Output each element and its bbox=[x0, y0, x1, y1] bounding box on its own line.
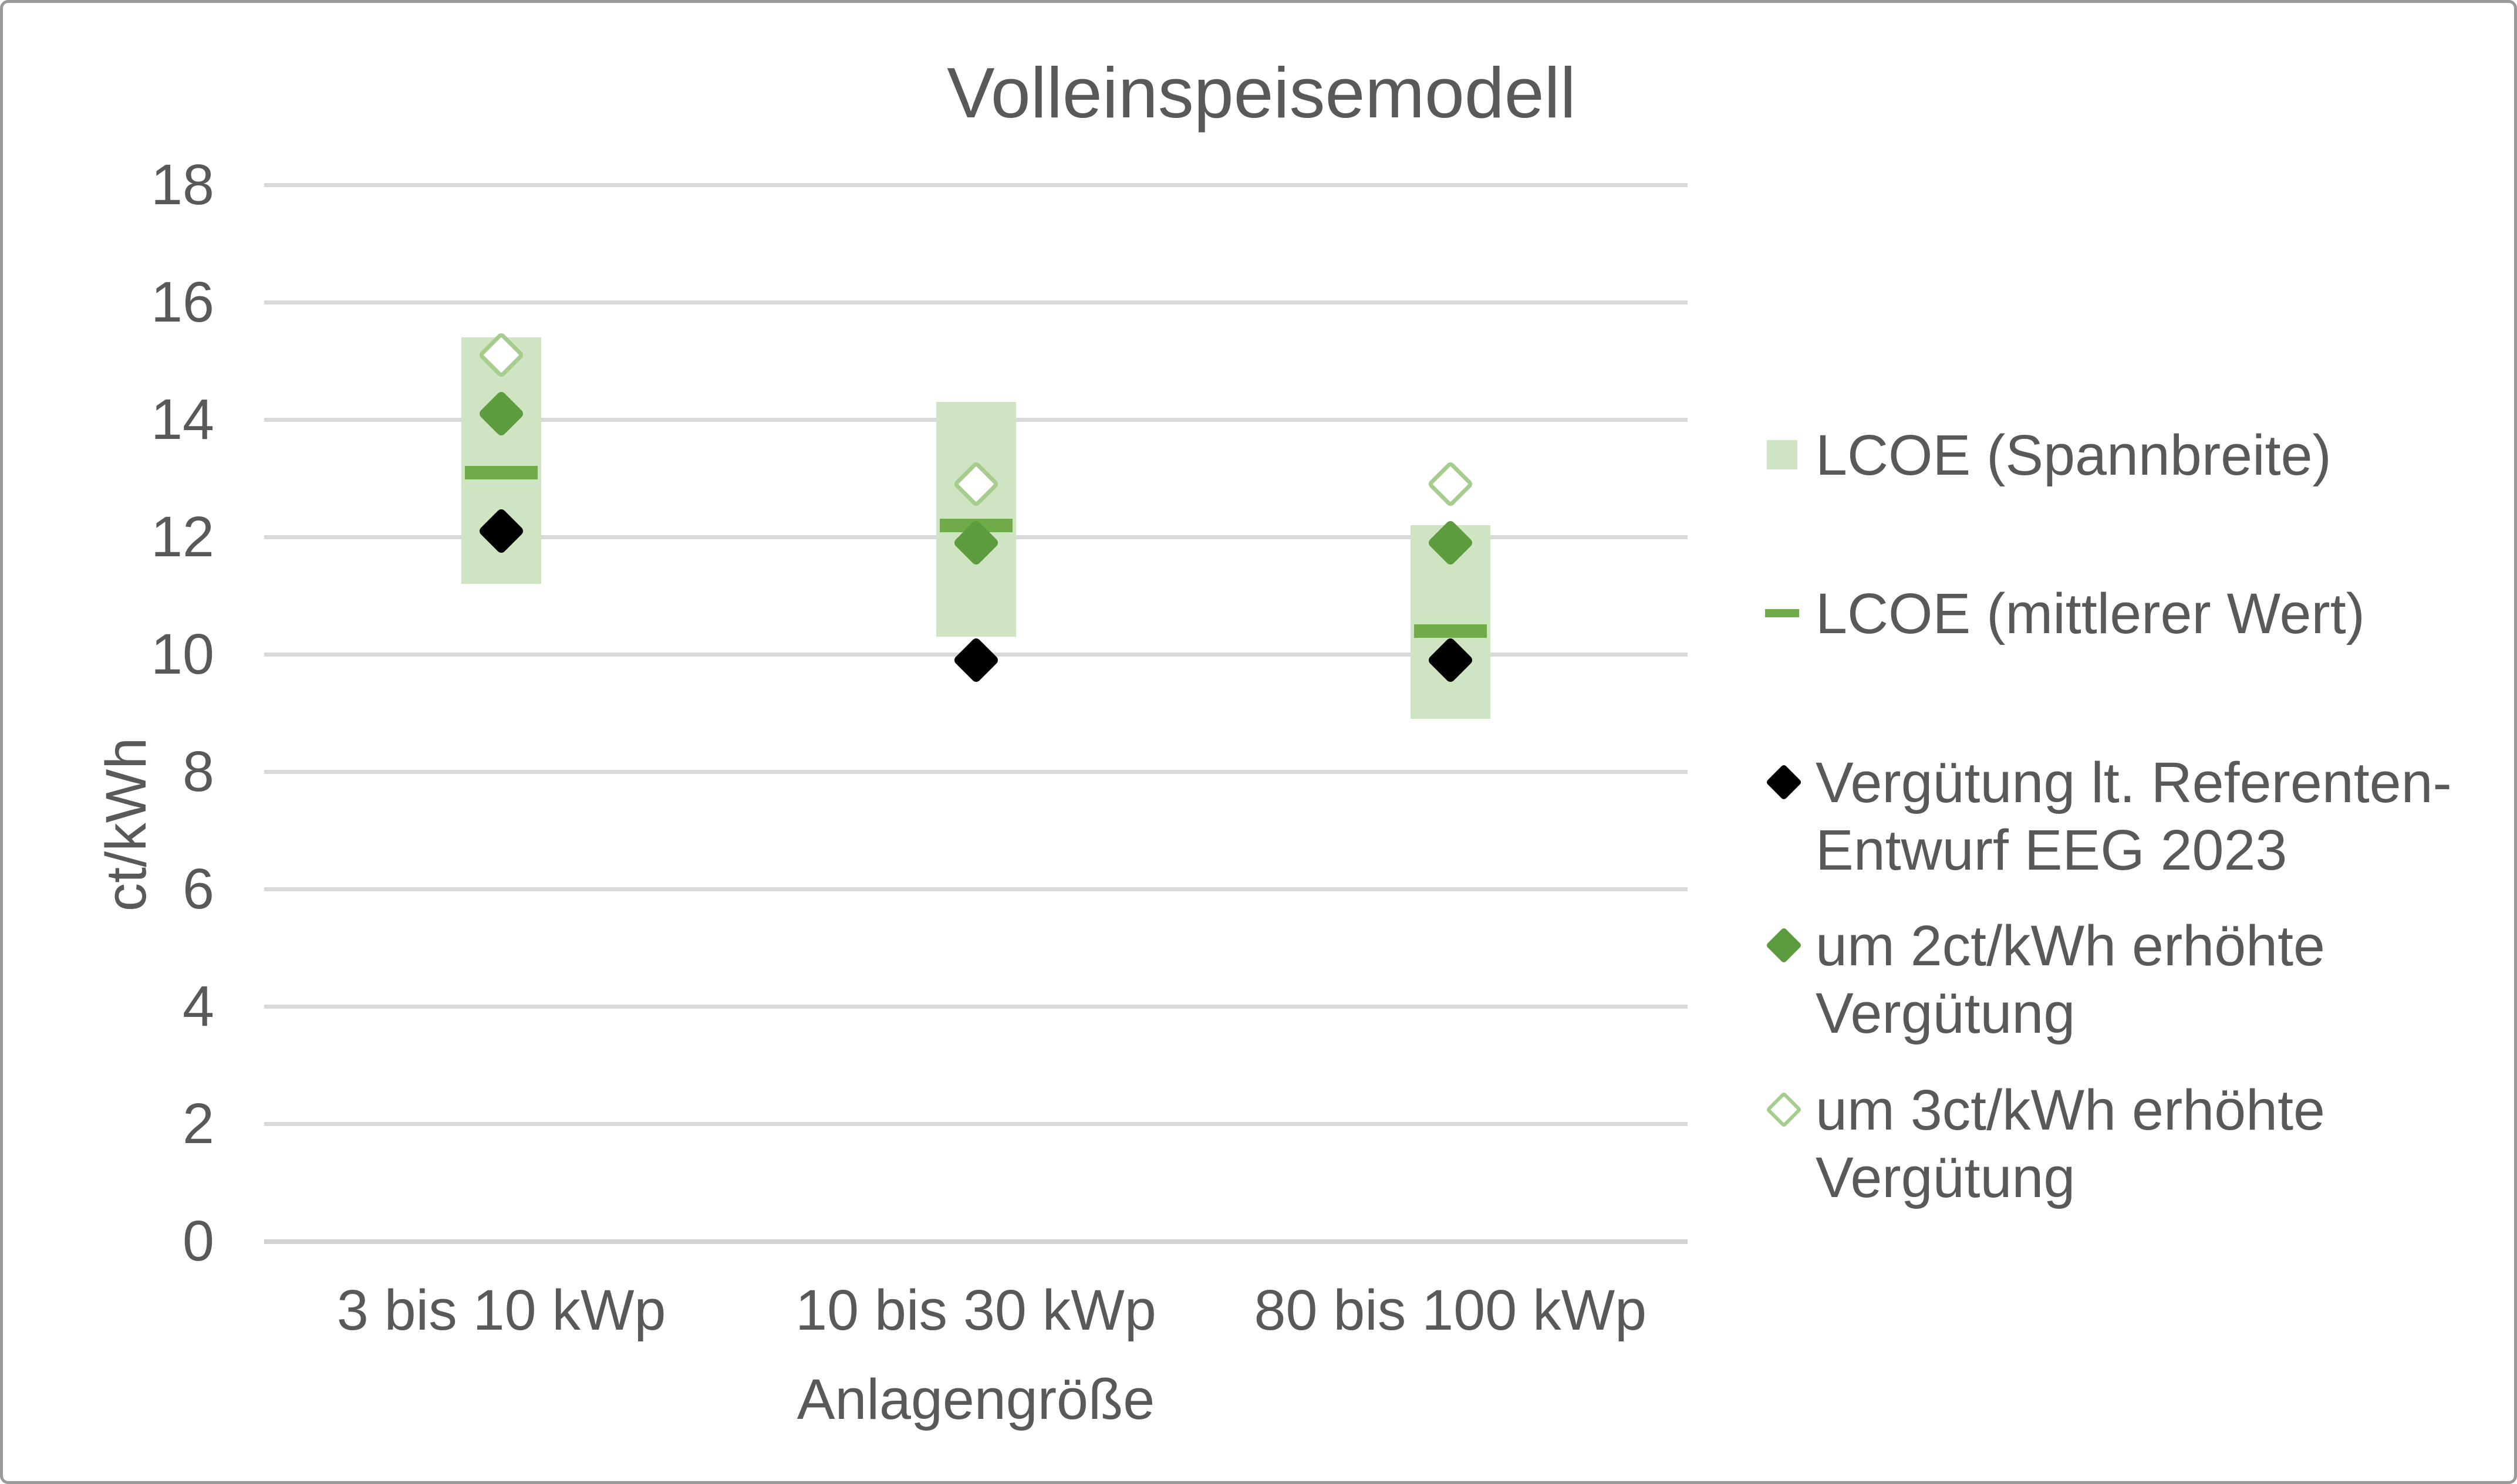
y-tick-label: 10 bbox=[151, 622, 214, 686]
gridline-6 bbox=[264, 887, 1688, 891]
legend-diamond-green-icon bbox=[1765, 927, 1803, 964]
legend-label-lcoe-range: LCOE (Spannbreite) bbox=[1816, 422, 2332, 487]
y-tick-label: 4 bbox=[183, 974, 214, 1038]
lcoe-mean-dash bbox=[1413, 624, 1487, 638]
legend-label-verguetung: Vergütung lt. Referenten- Entwurf EEG 20… bbox=[1816, 750, 2452, 882]
legend-diamond-black-icon bbox=[1765, 763, 1803, 801]
legend-diamond-outline-icon bbox=[1765, 1091, 1803, 1128]
y-tick-label: 0 bbox=[183, 1209, 214, 1273]
y-tick-label: 12 bbox=[151, 505, 214, 569]
x-tick-label: 10 bis 30 kWp bbox=[795, 1278, 1156, 1342]
legend-square-icon bbox=[1767, 440, 1797, 469]
x-tick-label: 3 bis 10 kWp bbox=[336, 1278, 666, 1342]
legend-dash-icon bbox=[1765, 609, 1799, 617]
gridline-2 bbox=[264, 1121, 1688, 1126]
x-axis-title: Anlagengröße bbox=[797, 1367, 1155, 1431]
gridline-0 bbox=[264, 1239, 1688, 1244]
y-tick-label: 2 bbox=[183, 1091, 214, 1155]
legend-label-plus3ct: um 3ct/kWh erhöhte Vergütung bbox=[1816, 1077, 2325, 1209]
legend-label-plus2ct: um 2ct/kWh erhöhte Vergütung bbox=[1816, 913, 2325, 1045]
legend-label-lcoe-mean: LCOE (mittlerer Wert) bbox=[1816, 581, 2365, 645]
gridline-18 bbox=[264, 182, 1688, 187]
plus3ct-diamond bbox=[1426, 460, 1475, 508]
y-tick-label: 14 bbox=[151, 387, 214, 451]
y-tick-label: 6 bbox=[183, 857, 214, 921]
gridline-16 bbox=[264, 300, 1688, 305]
y-tick-label: 16 bbox=[151, 270, 214, 334]
y-tick-label: 18 bbox=[151, 153, 214, 217]
gridline-4 bbox=[264, 1004, 1688, 1009]
gridline-8 bbox=[264, 769, 1688, 774]
lcoe-mean-dash bbox=[465, 465, 538, 479]
chart-title: Volleinspeisemodell bbox=[947, 53, 1576, 133]
verguetung-eeg-diamond bbox=[952, 636, 1000, 684]
x-tick-label: 80 bis 100 kWp bbox=[1254, 1278, 1647, 1342]
y-tick-label: 8 bbox=[183, 739, 214, 803]
